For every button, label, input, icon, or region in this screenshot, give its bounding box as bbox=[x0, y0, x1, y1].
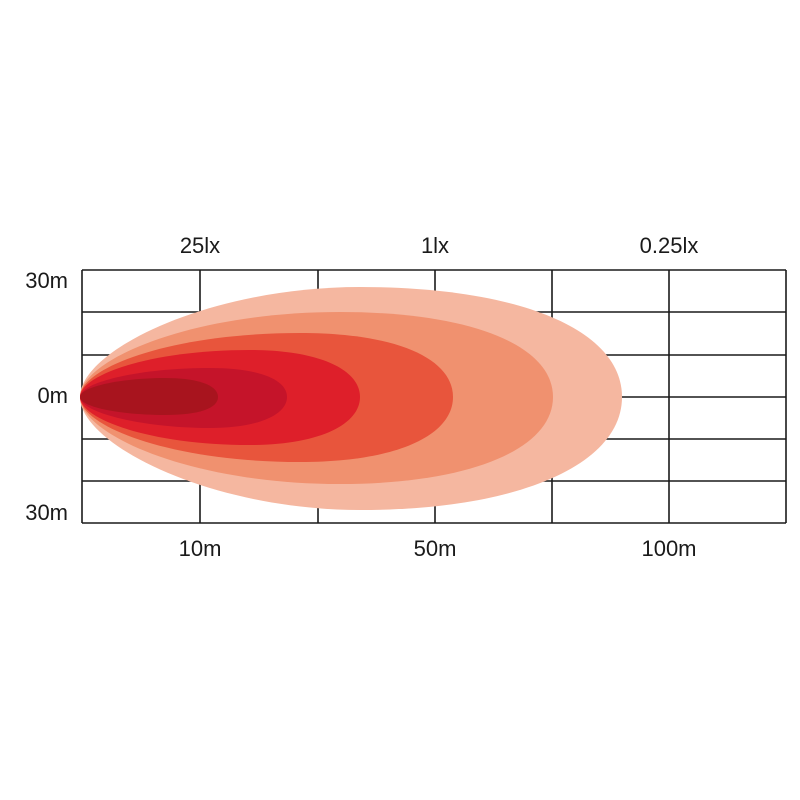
distance-label: 10m bbox=[179, 536, 222, 561]
width-label: 30m bbox=[25, 500, 68, 525]
width-label: 30m bbox=[25, 268, 68, 293]
beam bbox=[80, 287, 622, 510]
lux-label: 25lx bbox=[180, 233, 220, 258]
distance-label: 50m bbox=[414, 536, 457, 561]
lux-label: 0.25lx bbox=[640, 233, 699, 258]
lux-label: 1lx bbox=[421, 233, 449, 258]
distance-label: 100m bbox=[641, 536, 696, 561]
beam-zone bbox=[80, 378, 218, 415]
width-label: 0m bbox=[37, 383, 68, 408]
